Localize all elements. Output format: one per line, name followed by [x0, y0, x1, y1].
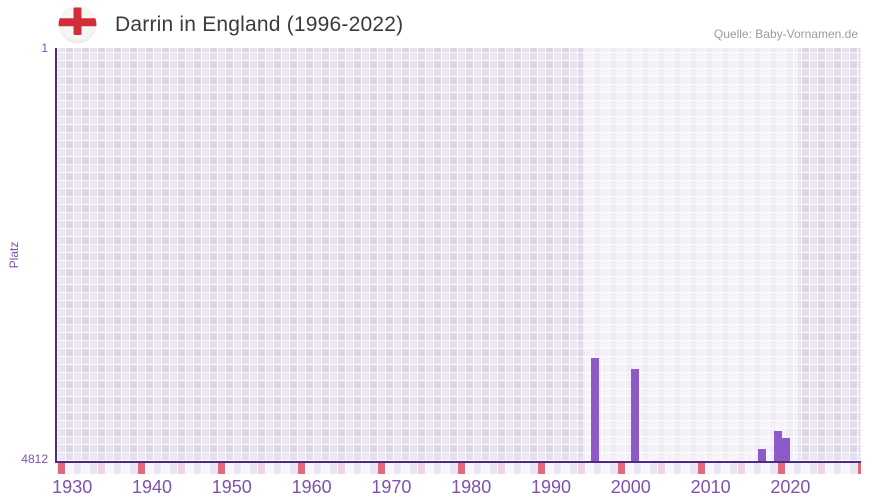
chart-plot-area	[55, 48, 861, 463]
x-tick-label-1930: 1930	[52, 477, 93, 497]
x-axis-tick-labels: 1930 1940 1950 1960 1970 1980 1990 2000 2010 2020	[52, 477, 861, 499]
x-tick-label-1980: 1980	[451, 477, 492, 497]
bar-2017	[758, 449, 767, 461]
axis-decoration-strip	[57, 463, 861, 474]
bar-2019	[774, 430, 783, 461]
y-axis-top-label: 1	[41, 41, 48, 55]
x-tick-label-1970: 1970	[371, 477, 412, 497]
x-tick-label-2000: 2000	[610, 477, 651, 497]
bar-2001	[630, 369, 639, 461]
x-tick-label-1960: 1960	[291, 477, 332, 497]
source-credit: Quelle: Baby-Vornamen.de	[713, 27, 858, 41]
england-flag-icon	[58, 5, 97, 44]
x-tick-label-2010: 2010	[690, 477, 731, 497]
page-title: Darrin in England (1996-2022)	[115, 13, 404, 36]
x-tick-label-2020: 2020	[770, 477, 811, 497]
y-axis-bottom-label: 4812	[21, 452, 48, 466]
bar-1996	[590, 358, 599, 461]
y-axis-title: Platz	[7, 241, 21, 269]
x-tick-label-1950: 1950	[211, 477, 252, 497]
data-period-highlight-band	[582, 48, 799, 461]
x-tick-label-1990: 1990	[530, 477, 572, 497]
x-tick-label-1940: 1940	[131, 477, 173, 497]
bar-2020	[782, 438, 791, 461]
